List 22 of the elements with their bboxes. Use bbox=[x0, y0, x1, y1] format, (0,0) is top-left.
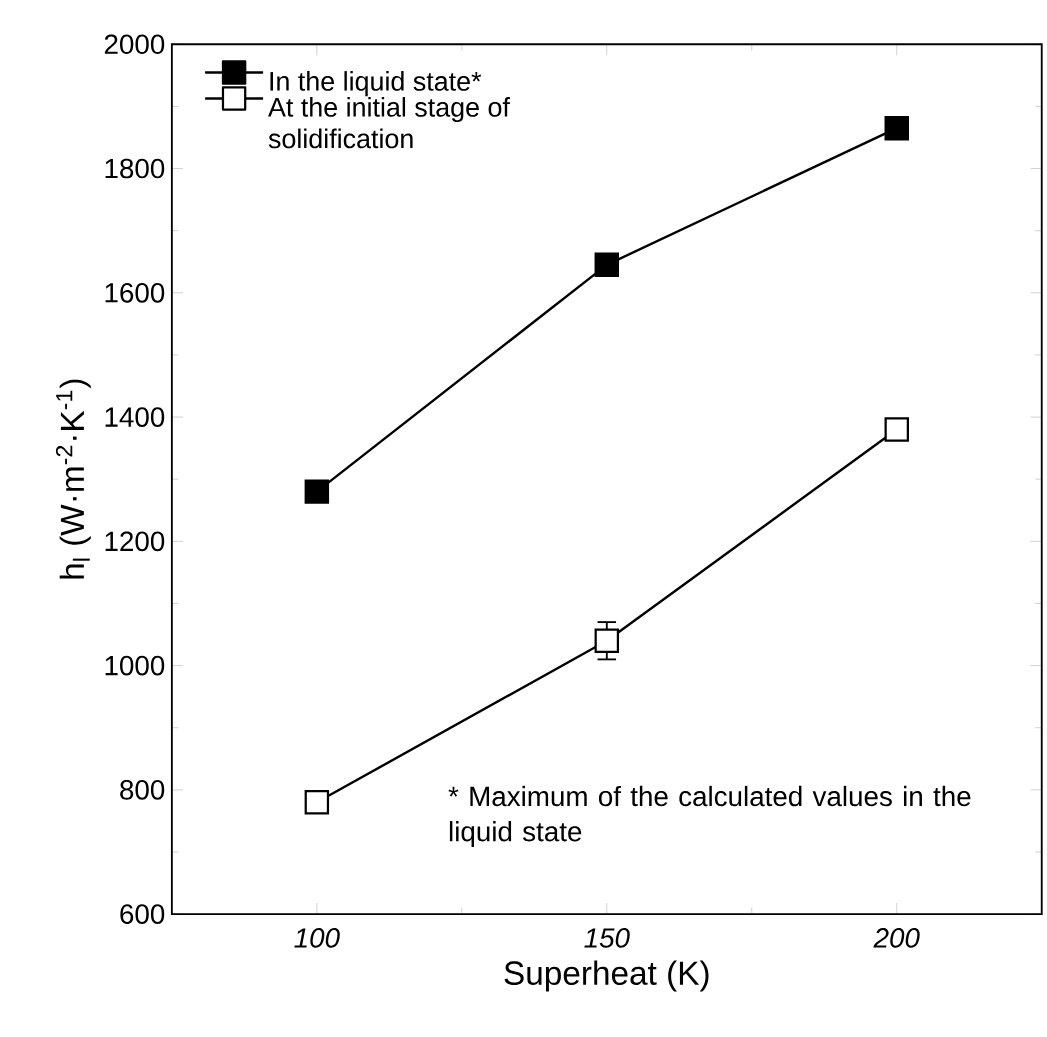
y-tick-label: 1400 bbox=[105, 407, 165, 427]
point bbox=[304, 790, 330, 815]
point bbox=[304, 479, 330, 504]
y-tick-label: 1600 bbox=[105, 282, 165, 303]
y-tick-label: 1800 bbox=[105, 158, 165, 179]
y-tick-label: 600 bbox=[120, 904, 165, 924]
y-tick-label: 1200 bbox=[105, 531, 165, 552]
point bbox=[594, 628, 620, 653]
x-tick-label: 150 bbox=[584, 928, 630, 948]
legend-label: At the initial stage of solidification bbox=[268, 97, 510, 149]
point bbox=[594, 252, 620, 278]
y-axis-title: h$_{l}$ (W·m$^{-2}$·K$^{-1}$) bbox=[55, 379, 91, 579]
x-tick-label: 100 bbox=[294, 928, 340, 948]
x-tick-label: 200 bbox=[873, 928, 920, 948]
y-tick-label: 800 bbox=[120, 780, 165, 800]
y-tick-label: 2000 bbox=[104, 34, 165, 55]
x-axis-title: Superheat (K) bbox=[504, 960, 709, 992]
point bbox=[884, 115, 909, 141]
legend-label: In the liquid state* bbox=[270, 71, 482, 97]
annotation: * Maximum of the calculated values in the liquid state bbox=[448, 785, 971, 847]
y-tick-label: 1000 bbox=[105, 655, 165, 676]
point bbox=[884, 417, 909, 442]
